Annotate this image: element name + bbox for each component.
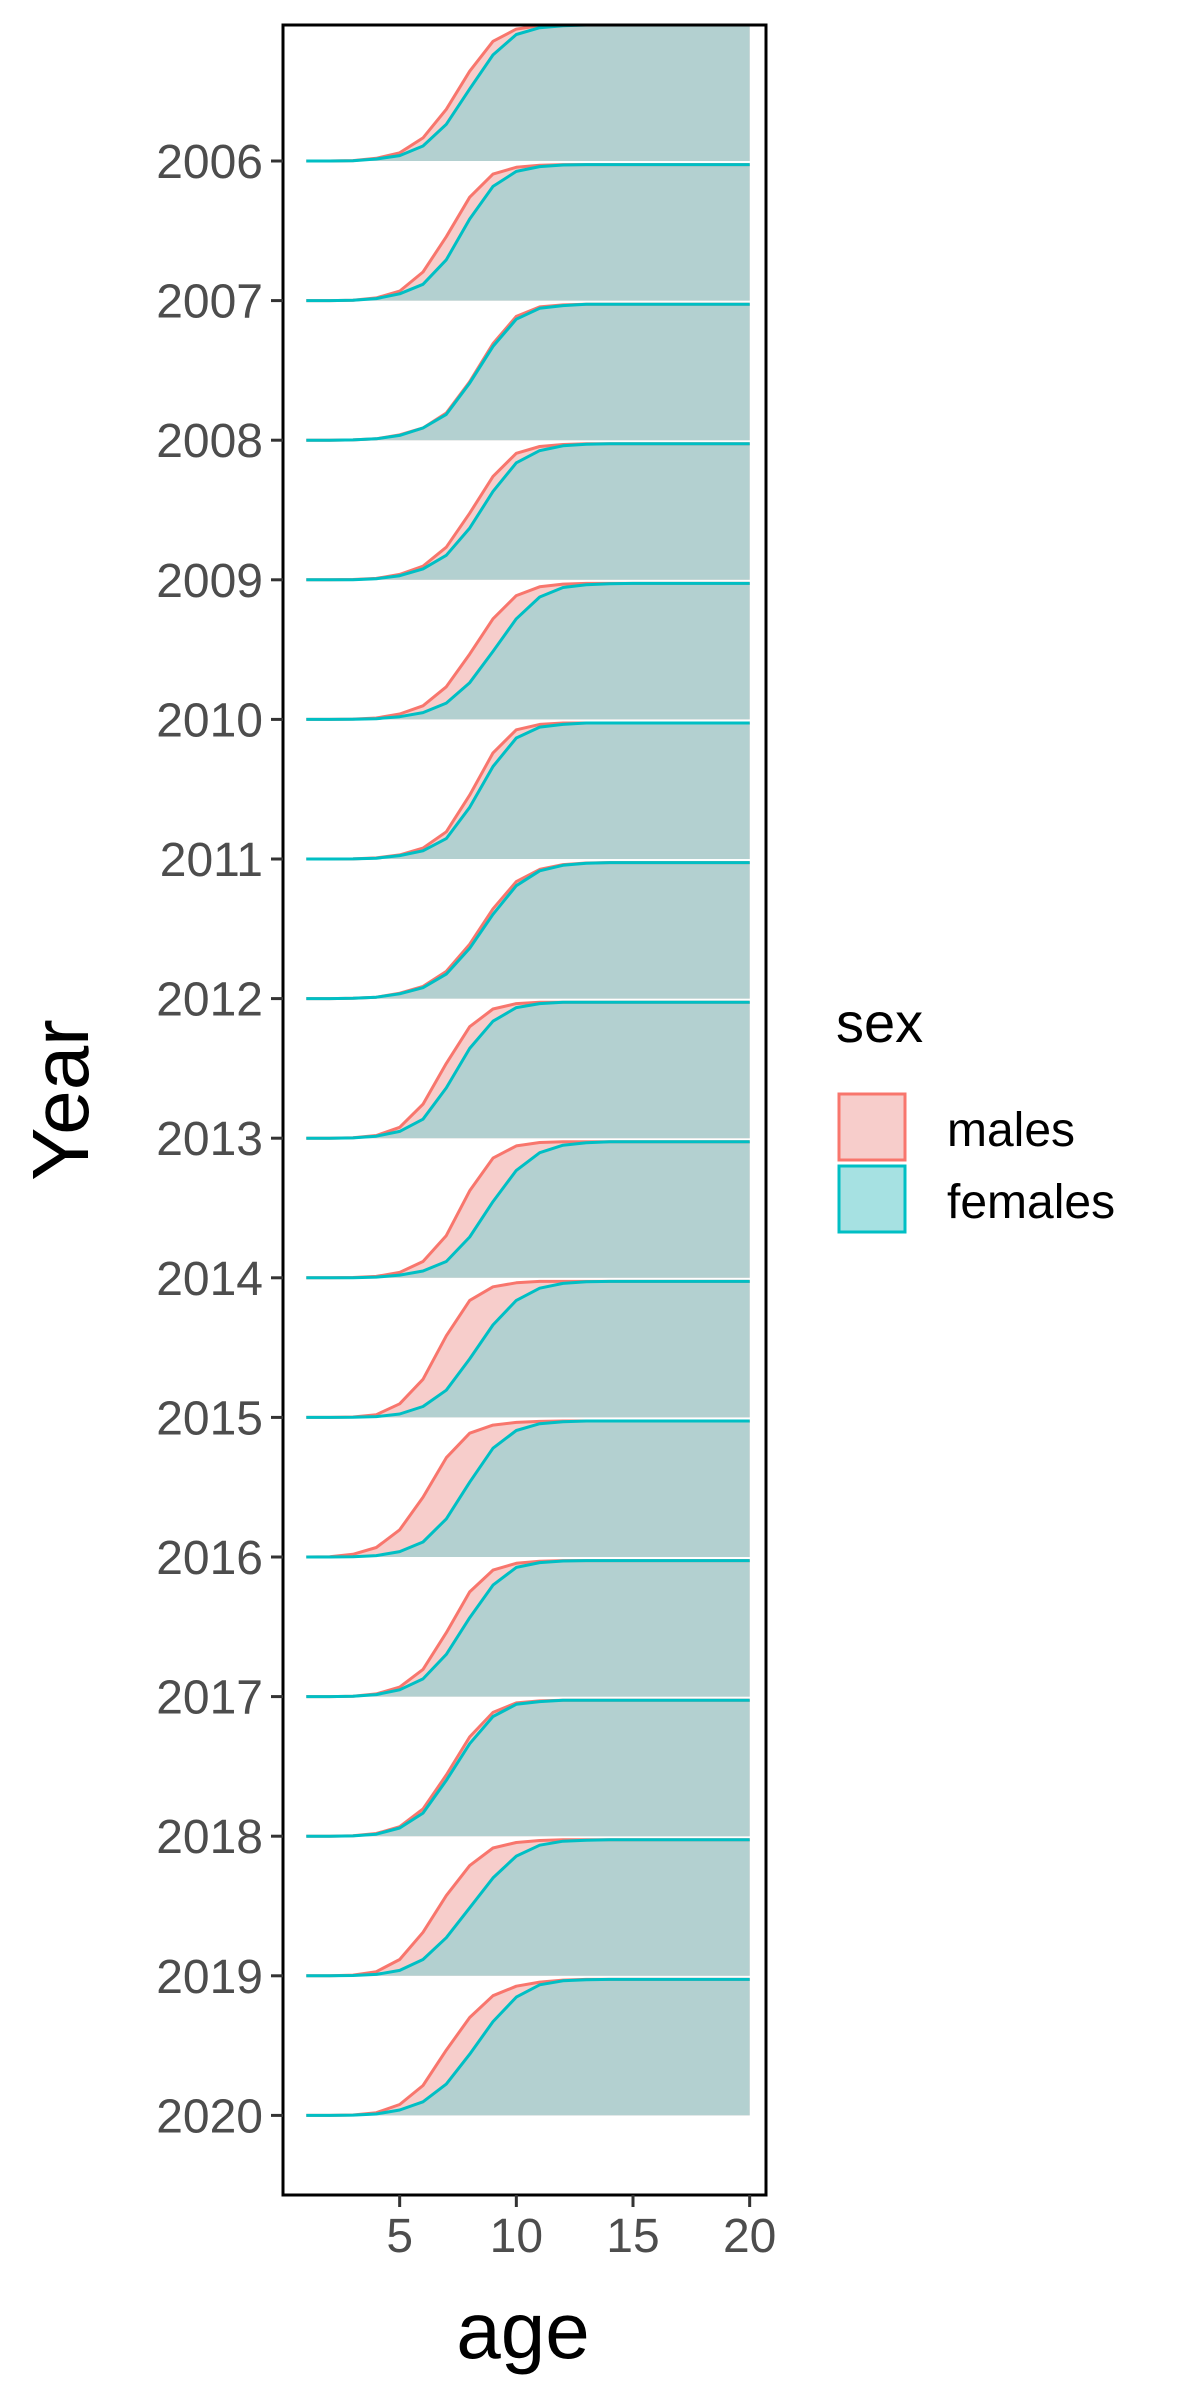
legend-title: sex	[836, 991, 923, 1054]
ridge-2013	[306, 1000, 750, 1140]
ridge-fill-females-2012	[306, 862, 750, 999]
ridge-fill-females-2008	[306, 304, 750, 441]
ridge-fill-females-2007	[306, 164, 750, 301]
legend-key-males: males	[837, 1092, 1075, 1162]
ridge-fill-females-2013	[306, 1002, 750, 1139]
ridge-line-females-2016	[306, 1419, 750, 1559]
legend-swatch-females	[837, 1164, 907, 1234]
ridge-fill-females-2006	[306, 25, 750, 161]
ridge-2020	[306, 1977, 750, 2117]
y-tick-label-2009: 2009	[156, 555, 263, 608]
ridge-line-females-2008	[306, 302, 750, 442]
ridge-line-females-2014	[306, 1140, 750, 1280]
ridge-line-females-2012	[306, 861, 750, 1001]
ridge-2007	[306, 163, 750, 303]
ridge-line-females-2007	[306, 163, 750, 303]
ridge-2011	[306, 721, 750, 861]
ridge-fill-females-2010	[306, 583, 750, 720]
ridge-line-females-2009	[306, 442, 750, 582]
x-axis: 5 10 15 20	[386, 2195, 776, 2263]
y-tick-label-2013: 2013	[156, 1113, 263, 1166]
legend-key-females: females	[837, 1164, 1115, 1234]
ridge-2006	[306, 23, 750, 163]
ridge-fill-females-2020	[306, 1979, 750, 2116]
legend-swatch-males	[837, 1092, 907, 1162]
x-tick-label-5: 5	[386, 2210, 413, 2263]
y-tick-label-2012: 2012	[156, 974, 263, 1027]
y-tick-label-2007: 2007	[156, 276, 263, 329]
legend-label-males: males	[947, 1104, 1075, 1157]
ridge-2008	[306, 302, 750, 442]
y-tick-label-2018: 2018	[156, 1811, 263, 1864]
ridge-fill-females-2011	[306, 723, 750, 859]
ridge-line-females-2017	[306, 1559, 750, 1699]
ridge-2016	[306, 1419, 750, 1559]
y-tick-label-2010: 2010	[156, 694, 263, 747]
ridge-line-females-2013	[306, 1000, 750, 1140]
ridge-2009	[306, 442, 750, 582]
y-tick-label-2006: 2006	[156, 136, 263, 189]
ridge-fill-females-2019	[306, 1839, 750, 1976]
y-tick-label-2015: 2015	[156, 1392, 263, 1445]
ridge-line-females-2019	[306, 1838, 750, 1978]
ridge-line-females-2015	[306, 1279, 750, 1419]
ridge-fill-females-2018	[306, 1700, 750, 1837]
ridge-2019	[306, 1838, 750, 1978]
y-axis: 2006 2007 2008 2009 2010 2011 2012 2013 2014 2015…	[156, 136, 283, 2143]
ridge-line-females-2020	[306, 1977, 750, 2117]
y-axis-label: Year	[16, 1019, 105, 1181]
y-tick-label-2008: 2008	[156, 415, 263, 468]
y-tick-label-2016: 2016	[156, 1532, 263, 1585]
ridge-line-females-2011	[306, 721, 750, 861]
legend-label-females: females	[947, 1176, 1115, 1229]
x-tick-label-20: 20	[723, 2210, 776, 2263]
legend: sex males females	[836, 991, 1115, 1234]
ridge-fill-females-2017	[306, 1560, 750, 1697]
ridge-2017	[306, 1559, 750, 1699]
ridge-2012	[306, 861, 750, 1001]
x-tick-label-10: 10	[490, 2210, 543, 2263]
ridge-fill-females-2009	[306, 443, 750, 580]
y-tick-label-2020: 2020	[156, 2090, 263, 2143]
x-tick-label-15: 15	[606, 2210, 659, 2263]
panel-border	[281, 23, 768, 2197]
x-axis-label: age	[456, 2286, 589, 2375]
ridge-2015	[306, 1279, 750, 1419]
y-tick-label-2011: 2011	[160, 834, 263, 887]
ridge-line-females-2018	[306, 1698, 750, 1838]
ridge-2010	[306, 581, 750, 721]
ridge-line-females-2010	[306, 581, 750, 721]
y-tick-label-2017: 2017	[156, 1672, 263, 1725]
ridge-fill-females-2014	[306, 1141, 750, 1278]
ridge-fill-females-2016	[306, 1421, 750, 1557]
ridges	[306, 23, 750, 2117]
ridge-2018	[306, 1698, 750, 1838]
y-tick-label-2014: 2014	[156, 1253, 263, 1306]
ridge-2014	[306, 1140, 750, 1280]
y-tick-label-2019: 2019	[156, 1951, 263, 2004]
ridge-fill-females-2015	[306, 1281, 750, 1418]
